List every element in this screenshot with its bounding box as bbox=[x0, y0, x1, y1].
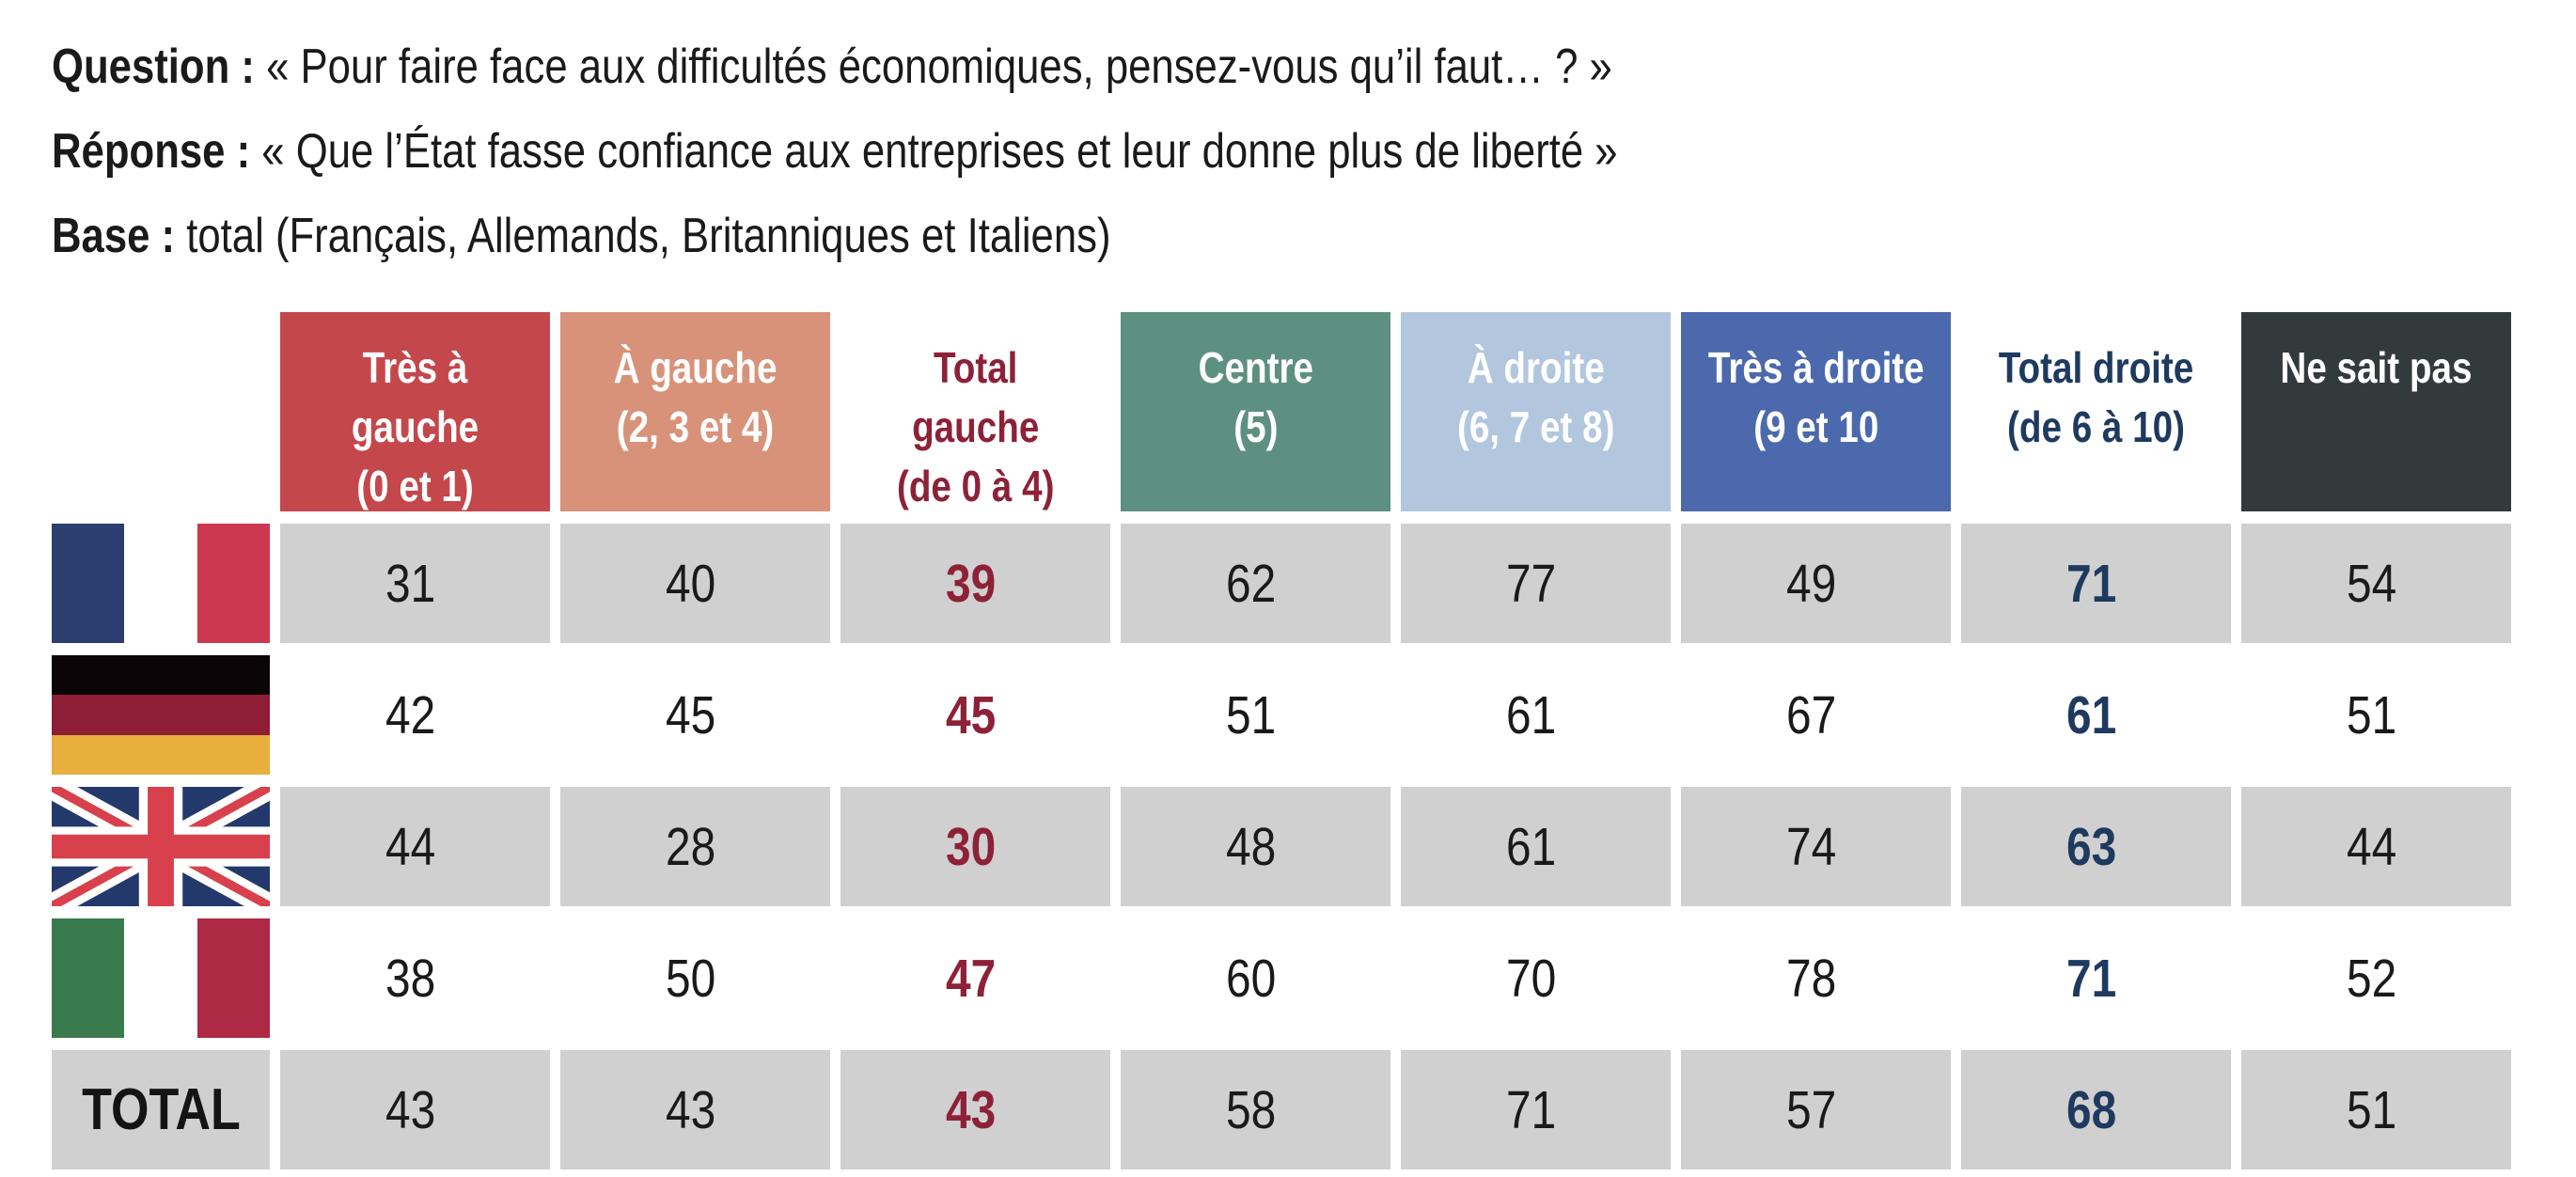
value-cell: 78 bbox=[1785, 948, 1837, 1009]
row-label-italy bbox=[52, 918, 270, 1038]
question-text: « Pour faire face aux difficultés économ… bbox=[254, 39, 1612, 94]
header-line: gauche bbox=[911, 402, 1040, 451]
col-header-tres-a-droite: Très à droite (9 et 10 bbox=[1681, 312, 1951, 511]
value-cell: 61 bbox=[2066, 684, 2117, 745]
value-cell: 28 bbox=[560, 787, 830, 906]
value-cell: 61 bbox=[1505, 684, 1557, 745]
value-cell: 61 bbox=[1401, 787, 1671, 906]
value-cell: 43 bbox=[560, 1050, 830, 1169]
value-cell: 71 bbox=[1401, 1050, 1671, 1169]
header-line: Total droite bbox=[1998, 343, 2194, 392]
value-cell: 54 bbox=[2241, 524, 2511, 643]
value-cell: 45 bbox=[945, 684, 997, 745]
value-cell: 40 bbox=[560, 524, 830, 643]
value-cell: 52 bbox=[2346, 948, 2397, 1009]
base-text: total (Français, Allemands, Britanniques… bbox=[175, 209, 1111, 263]
value-cell: 58 bbox=[1121, 1050, 1390, 1169]
col-header-tres-a-gauche: Très à gauche (0 et 1) bbox=[280, 312, 550, 511]
value-cell: 68 bbox=[1961, 1050, 2231, 1169]
value-cell: 70 bbox=[1505, 948, 1557, 1009]
value-cell: 45 bbox=[665, 684, 716, 745]
value-cell: 71 bbox=[2066, 948, 2117, 1009]
value-cell: 44 bbox=[280, 787, 550, 906]
response-text: « Que l’État fasse confiance aux entrepr… bbox=[250, 124, 1618, 179]
uk-flag-icon bbox=[52, 787, 270, 906]
header-line: gauche bbox=[351, 402, 479, 451]
value-cell: 77 bbox=[1401, 524, 1671, 643]
value-cell: 60 bbox=[1225, 948, 1277, 1009]
question-line: Question : « Pour faire face aux difficu… bbox=[52, 24, 2576, 109]
row-label-total: TOTAL bbox=[52, 1050, 270, 1169]
header-line: (5) bbox=[1233, 402, 1279, 451]
header-line: Très à bbox=[362, 343, 468, 392]
france-flag-icon bbox=[52, 524, 270, 643]
value-cell: 49 bbox=[1681, 524, 1951, 643]
row-label-germany bbox=[52, 655, 270, 775]
value-cell: 39 bbox=[840, 524, 1110, 643]
value-cell: 57 bbox=[1681, 1050, 1951, 1169]
col-header-total-gauche: Total gauche (de 0 à 4) bbox=[840, 312, 1110, 511]
value-cell: 30 bbox=[840, 787, 1110, 906]
header-line: (6, 7 et 8) bbox=[1456, 402, 1615, 451]
value-cell: 51 bbox=[2241, 1050, 2511, 1169]
header-line: Ne sait pas bbox=[2280, 343, 2473, 392]
base-line: Base : total (Français, Allemands, Brita… bbox=[52, 194, 2576, 278]
header-line: À droite bbox=[1467, 343, 1605, 392]
col-header-centre: Centre (5) bbox=[1121, 312, 1390, 511]
col-header-a-droite: À droite (6, 7 et 8) bbox=[1401, 312, 1671, 511]
value-cell: 38 bbox=[385, 948, 436, 1009]
header-line: (de 0 à 4) bbox=[896, 462, 1055, 510]
row-label-uk bbox=[52, 787, 270, 906]
col-header-a-gauche: À gauche (2, 3 et 4) bbox=[560, 312, 830, 511]
germany-flag-icon bbox=[52, 655, 270, 775]
value-cell: 51 bbox=[1225, 684, 1277, 745]
corner-spacer bbox=[52, 312, 270, 511]
header-line: (0 et 1) bbox=[356, 462, 474, 510]
value-cell: 43 bbox=[280, 1050, 550, 1169]
response-label: Réponse : bbox=[52, 124, 251, 179]
value-cell: 31 bbox=[280, 524, 550, 643]
value-cell: 47 bbox=[945, 948, 997, 1009]
value-cell: 51 bbox=[2346, 684, 2397, 745]
intro-block: Question : « Pour faire face aux difficu… bbox=[0, 0, 2576, 278]
base-label: Base : bbox=[52, 209, 176, 263]
results-table: Très à gauche (0 et 1) À gauche (2, 3 et… bbox=[52, 312, 2511, 1169]
value-cell: 74 bbox=[1681, 787, 1951, 906]
col-header-total-droite: Total droite (de 6 à 10) bbox=[1961, 312, 2231, 511]
value-cell: 67 bbox=[1785, 684, 1837, 745]
header-line: Centre bbox=[1198, 343, 1313, 392]
header-line: (9 et 10 bbox=[1752, 402, 1879, 451]
question-label: Question : bbox=[52, 39, 255, 94]
row-label-france bbox=[52, 524, 270, 643]
header-line: (2, 3 et 4) bbox=[616, 402, 775, 451]
response-line: Réponse : « Que l’État fasse confiance a… bbox=[52, 109, 2576, 194]
header-line: (de 6 à 10) bbox=[2007, 402, 2185, 451]
header-line: Très à droite bbox=[1707, 343, 1924, 392]
italy-flag-icon bbox=[52, 918, 270, 1038]
value-cell: 50 bbox=[665, 948, 716, 1009]
value-cell: 48 bbox=[1121, 787, 1390, 906]
value-cell: 42 bbox=[385, 684, 436, 745]
col-header-ne-sait-pas: Ne sait pas bbox=[2241, 312, 2511, 511]
value-cell: 44 bbox=[2241, 787, 2511, 906]
header-line: Total bbox=[933, 343, 1018, 392]
header-line: À gauche bbox=[613, 343, 778, 392]
value-cell: 63 bbox=[1961, 787, 2231, 906]
value-cell: 43 bbox=[840, 1050, 1110, 1169]
value-cell: 62 bbox=[1121, 524, 1390, 643]
value-cell: 71 bbox=[1961, 524, 2231, 643]
